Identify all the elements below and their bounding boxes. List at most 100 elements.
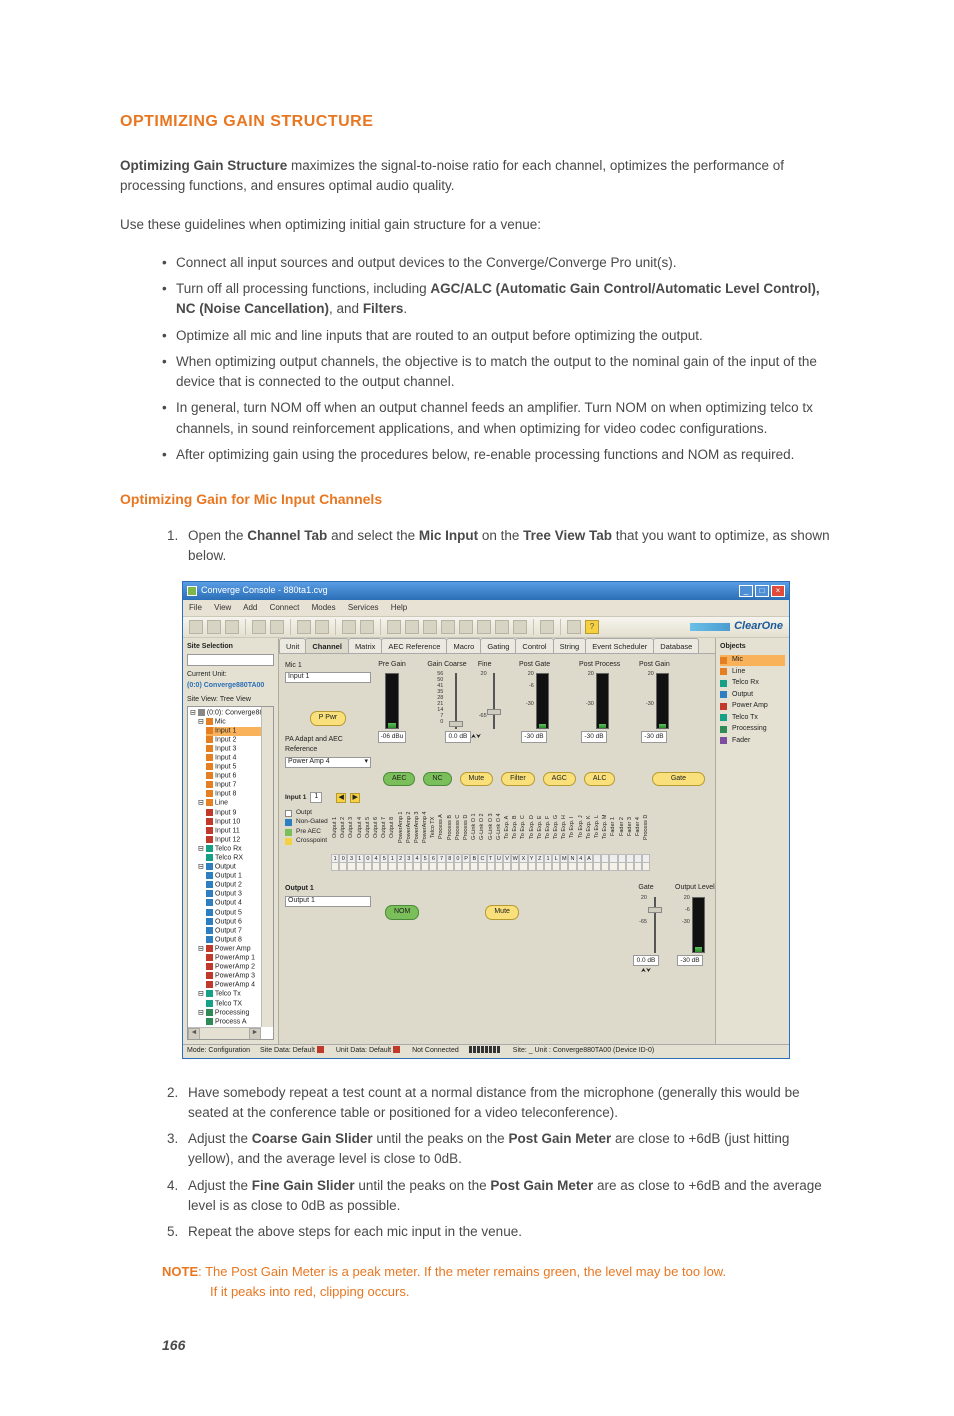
matrix-col[interactable]: Output 50 [364, 805, 372, 871]
gate-button[interactable]: Gate [652, 772, 705, 787]
out-gate-slider[interactable] [650, 897, 660, 953]
tab-gating[interactable]: Gating [480, 638, 516, 653]
matrix-col[interactable]: To Exp. AV [503, 805, 511, 871]
matrix-col[interactable]: Process D [642, 805, 650, 871]
tab-macro[interactable]: Macro [446, 638, 481, 653]
matrix-col[interactable]: To Exp. DY [528, 805, 536, 871]
toolbar-icon[interactable] [252, 620, 266, 634]
out-mute-button[interactable]: Mute [485, 905, 519, 920]
menu-item[interactable]: View [214, 603, 231, 612]
nom-button[interactable]: NOM [385, 905, 419, 920]
matrix-col[interactable]: G-Link O 4U [495, 805, 503, 871]
object-item[interactable]: Power Amp [720, 701, 785, 712]
matrix-next[interactable]: ▶ [350, 793, 360, 803]
minimize-button[interactable]: _ [739, 585, 753, 597]
matrix-grid[interactable]: Output 11Output 20Output 33Output 41Outp… [331, 805, 650, 871]
matrix-col[interactable]: G-Link O 3T [487, 805, 495, 871]
object-item[interactable]: Telco Tx [720, 713, 785, 724]
object-item[interactable]: Processing [720, 724, 785, 735]
matrix-col[interactable]: Process B8 [446, 805, 454, 871]
matrix-col[interactable]: Process C0 [454, 805, 462, 871]
tab-aecref[interactable]: AEC Reference [381, 638, 447, 653]
menubar[interactable]: File View Add Connect Modes Services Hel… [183, 600, 789, 616]
tab-matrix[interactable]: Matrix [348, 638, 382, 653]
menu-item[interactable]: Modes [312, 603, 336, 612]
object-item[interactable]: Mic [720, 655, 785, 666]
matrix-col[interactable]: Process A7 [437, 805, 445, 871]
toolbar-icon[interactable] [477, 620, 491, 634]
output-name-field[interactable]: Output 1 [285, 896, 371, 907]
aec-button[interactable]: AEC [383, 772, 415, 787]
matrix-col[interactable]: To Exp. J4 [577, 805, 585, 871]
object-item[interactable]: Line [720, 667, 785, 678]
matrix-col[interactable]: G-Link O 2C [478, 805, 486, 871]
tab-unit[interactable]: Unit [279, 638, 306, 653]
tab-event[interactable]: Event Scheduler [585, 638, 654, 653]
toolbar-icon[interactable] [513, 620, 527, 634]
toolbar-icon[interactable] [315, 620, 329, 634]
toolbar-icon[interactable] [207, 620, 221, 634]
fine-readout[interactable]: 0.0 dB [445, 731, 471, 743]
paref-dropdown[interactable]: Power Amp 4▾ [285, 757, 371, 768]
tree-hscroll[interactable]: ◄► [188, 1027, 261, 1039]
toolbar-icon[interactable] [459, 620, 473, 634]
object-item[interactable]: Telco Rx [720, 678, 785, 689]
tree-root[interactable]: ⊟ (0:0): Converge880TA: A [190, 709, 271, 718]
nc-button[interactable]: NC [423, 772, 451, 787]
fine-gain-slider[interactable] [489, 673, 499, 729]
matrix-col[interactable]: Output 33 [347, 805, 355, 871]
toolbar-icon[interactable] [441, 620, 455, 634]
input-name-field[interactable]: Input 1 [285, 672, 371, 683]
matrix-col[interactable]: To Exp. CX [519, 805, 527, 871]
toolbar-icon[interactable] [387, 620, 401, 634]
toolbar-icon[interactable] [567, 620, 581, 634]
toolbar-icon[interactable] [423, 620, 437, 634]
help-icon[interactable]: ? [585, 620, 599, 634]
matrix-col[interactable]: Process DP [462, 805, 470, 871]
maximize-button[interactable]: □ [755, 585, 769, 597]
toolbar-icon[interactable] [405, 620, 419, 634]
close-button[interactable]: × [771, 585, 785, 597]
mute-button[interactable]: Mute [460, 772, 494, 787]
toolbar-icon[interactable] [360, 620, 374, 634]
toolbar-icon[interactable] [540, 620, 554, 634]
menu-item[interactable]: Connect [270, 603, 300, 612]
toolbar-icon[interactable] [342, 620, 356, 634]
toolbar-icon[interactable] [189, 620, 203, 634]
out-gate-readout[interactable]: 0.0 dB [633, 955, 659, 967]
matrix-col[interactable]: Fader 2 [618, 805, 626, 871]
agc-button[interactable]: AGC [543, 772, 576, 787]
site-dropdown[interactable] [187, 654, 274, 666]
matrix-col[interactable]: Fader 4 [634, 805, 642, 871]
matrix-col[interactable]: Fader 3 [626, 805, 634, 871]
matrix-col[interactable]: Output 41 [356, 805, 364, 871]
object-item[interactable]: Output [720, 690, 785, 701]
toolbar-icon[interactable] [225, 620, 239, 634]
menu-item[interactable]: Add [243, 603, 257, 612]
ppwr-button[interactable]: P Pwr [310, 711, 347, 726]
matrix-col[interactable]: PowerAmp 34 [413, 805, 421, 871]
tab-control[interactable]: Control [515, 638, 553, 653]
matrix-col[interactable]: Output 64 [372, 805, 380, 871]
tab-database[interactable]: Database [653, 638, 699, 653]
matrix-prev[interactable]: ◀ [336, 793, 346, 803]
matrix-col[interactable]: To Exp. L [593, 805, 601, 871]
alc-button[interactable]: ALC [584, 772, 616, 787]
matrix-col[interactable]: PowerAmp 12 [397, 805, 405, 871]
tree-view[interactable]: ⊟ (0:0): Converge880TA: A ⊟ Mic Input 1 … [187, 706, 274, 1040]
matrix-col[interactable]: Output 11 [331, 805, 339, 871]
matrix-col[interactable]: To Exp. KA [585, 805, 593, 871]
tab-channel[interactable]: Channel [305, 638, 349, 653]
toolbar-icon[interactable] [495, 620, 509, 634]
matrix-col[interactable]: Output 81 [388, 805, 396, 871]
filter-button[interactable]: Filter [501, 772, 535, 787]
matrix-col[interactable]: To Exp. F1 [544, 805, 552, 871]
titlebar[interactable]: Converge Console - 880ta1.cvg _ □ × [183, 582, 789, 600]
objects-list[interactable]: MicLineTelco RxOutputPower AmpTelco TxPr… [720, 655, 785, 746]
toolbar-icon[interactable] [297, 620, 311, 634]
matrix-col[interactable]: To Exp. EZ [536, 805, 544, 871]
object-item[interactable]: Fader [720, 736, 785, 747]
matrix-col[interactable]: Fader 1 [609, 805, 617, 871]
menu-item[interactable]: File [189, 603, 202, 612]
tree-vscroll[interactable] [261, 707, 273, 1027]
